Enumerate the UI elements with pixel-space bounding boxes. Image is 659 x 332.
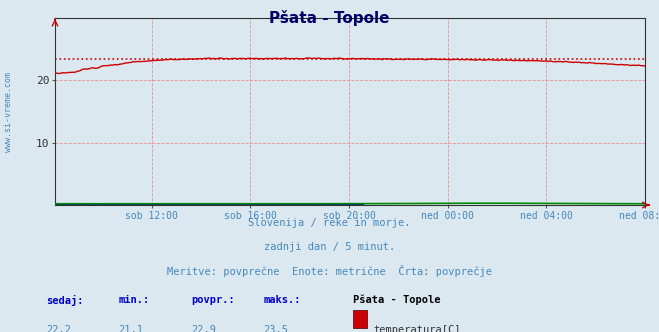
- Text: sedaj:: sedaj:: [46, 294, 84, 306]
- Text: Pšata - Topole: Pšata - Topole: [353, 294, 440, 305]
- Text: maks.:: maks.:: [264, 294, 301, 305]
- Text: zadnji dan / 5 minut.: zadnji dan / 5 minut.: [264, 241, 395, 252]
- Text: Pšata - Topole: Pšata - Topole: [270, 10, 389, 26]
- Text: min.:: min.:: [119, 294, 150, 305]
- Text: 22,2: 22,2: [46, 324, 71, 332]
- Text: Meritve: povprečne  Enote: metrične  Črta: povprečje: Meritve: povprečne Enote: metrične Črta:…: [167, 265, 492, 277]
- Text: temperatura[C]: temperatura[C]: [374, 324, 461, 332]
- Text: 21,1: 21,1: [119, 324, 144, 332]
- Text: Slovenija / reke in morje.: Slovenija / reke in morje.: [248, 218, 411, 228]
- Text: www.si-vreme.com: www.si-vreme.com: [5, 71, 13, 151]
- Text: povpr.:: povpr.:: [191, 294, 235, 305]
- Text: 23,5: 23,5: [264, 324, 289, 332]
- Text: 22,9: 22,9: [191, 324, 216, 332]
